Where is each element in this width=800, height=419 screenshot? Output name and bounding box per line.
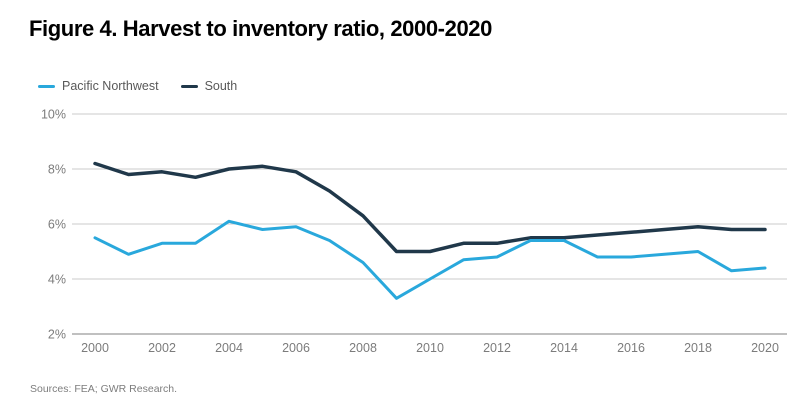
y-tick-label: 6% (48, 218, 66, 232)
y-tick-label: 2% (48, 328, 66, 342)
y-tick-labels: 10% 8% 6% 4% 2% (41, 108, 66, 342)
x-tick-label: 2016 (617, 341, 645, 355)
x-tick-label: 2006 (282, 341, 310, 355)
legend-swatch-pacific-northwest (38, 84, 55, 88)
y-tick-label: 4% (48, 273, 66, 287)
x-tick-label: 2020 (751, 341, 779, 355)
x-tick-labels: 2000 2002 2004 2006 2008 2010 2012 2014 2016 2018… (81, 341, 779, 355)
y-gridlines (72, 113, 787, 335)
x-tick-label: 2000 (81, 341, 109, 355)
x-tick-label: 2008 (349, 341, 377, 355)
legend-item-pacific-northwest: Pacific Northwest (38, 79, 159, 93)
source-note: Sources: FEA; GWR Research. (30, 383, 178, 395)
x-tick-label: 2018 (684, 341, 712, 355)
x-tick-label: 2010 (416, 341, 444, 355)
series-line-south (93, 161, 767, 254)
line-chart-plot-area: 10%8%6%4%2%2000 2002 2004 2006 2008 2010 2012 2… (41, 108, 787, 355)
y-tick-label: 8% (48, 163, 66, 177)
x-tick-label: 2002 (148, 341, 176, 355)
legend-label-pacific-northwest: Pacific Northwest (62, 79, 159, 93)
x-tick-label: 2004 (215, 341, 243, 355)
y-tick-label: 10% (41, 108, 66, 122)
legend-swatch-south (180, 84, 198, 88)
legend: Pacific Northwest South (38, 79, 237, 93)
legend-item-south: South (180, 79, 238, 93)
x-tick-label: 2012 (483, 341, 511, 355)
series-line-pacific-northwest (93, 219, 767, 300)
chart-title: Figure 4. Harvest to inventory ratio, 20… (29, 16, 492, 41)
legend-label-south: South (204, 79, 238, 93)
x-tick-label: 2014 (550, 341, 578, 355)
